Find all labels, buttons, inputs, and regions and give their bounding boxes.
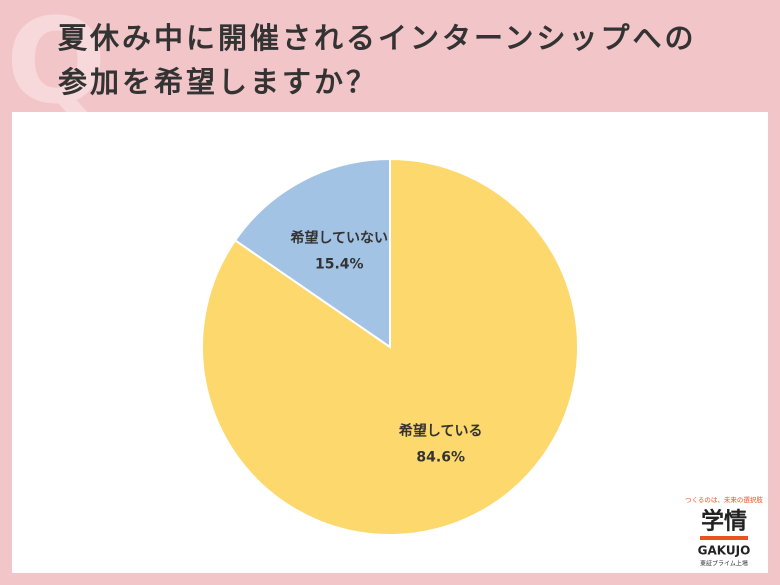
value-label: 15.4%: [315, 256, 364, 272]
logo-tagline: つくるのは、未来の選択肢: [685, 495, 763, 504]
logo-box: [688, 490, 760, 570]
slice-label: 希望していない: [290, 229, 388, 246]
logo-bar: [700, 536, 748, 540]
chart-title: 夏休み中に開催されるインターンシップへの参加を希望しますか？: [58, 21, 697, 99]
logo: つくるのは、未来の選択肢 学情 GAKUJO 東証プライム上場: [685, 490, 763, 570]
logo-roman: GAKUJO: [698, 544, 751, 558]
value-label: 84.6%: [416, 450, 465, 466]
logo-listing: 東証プライム上場: [700, 560, 748, 568]
slice-label: 希望している: [399, 423, 483, 440]
logo-mark: 学情: [701, 508, 747, 535]
q-decoration: Q: [6, 0, 107, 130]
pie-slice: [233, 157, 391, 349]
